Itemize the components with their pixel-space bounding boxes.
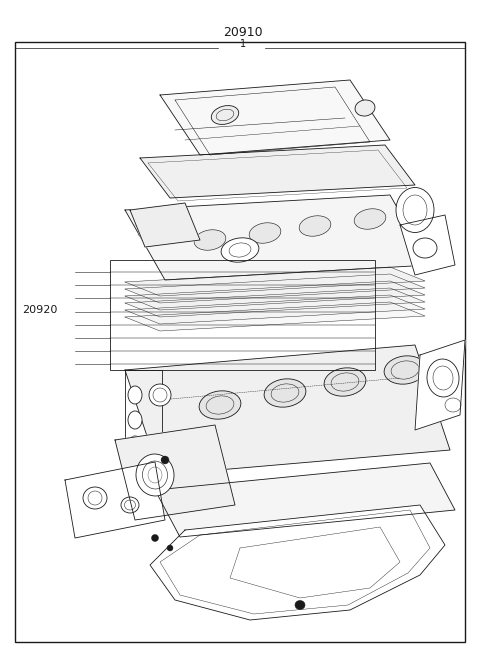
Polygon shape [125, 274, 425, 303]
Polygon shape [125, 288, 425, 317]
Polygon shape [415, 340, 465, 430]
Text: 20920: 20920 [22, 305, 58, 315]
Ellipse shape [128, 411, 142, 429]
Polygon shape [125, 267, 425, 296]
Polygon shape [65, 462, 165, 538]
Polygon shape [125, 195, 430, 280]
Ellipse shape [249, 223, 281, 243]
Bar [110, 260, 375, 370]
Ellipse shape [199, 391, 241, 419]
Ellipse shape [128, 386, 142, 404]
Polygon shape [125, 295, 425, 324]
Polygon shape [125, 345, 450, 475]
Ellipse shape [221, 238, 259, 262]
Ellipse shape [384, 356, 426, 384]
Polygon shape [155, 463, 455, 537]
Ellipse shape [136, 454, 174, 496]
Polygon shape [160, 80, 390, 155]
Polygon shape [125, 281, 425, 310]
Polygon shape [400, 215, 455, 275]
Ellipse shape [264, 379, 306, 407]
Ellipse shape [355, 100, 375, 116]
Ellipse shape [149, 384, 171, 406]
Polygon shape [125, 302, 425, 331]
Ellipse shape [324, 368, 366, 396]
Ellipse shape [211, 106, 239, 124]
Ellipse shape [354, 209, 386, 229]
Ellipse shape [299, 215, 331, 237]
Text: 1: 1 [240, 39, 246, 49]
Polygon shape [115, 425, 235, 520]
Ellipse shape [128, 436, 142, 454]
Ellipse shape [167, 545, 173, 551]
Ellipse shape [152, 535, 158, 541]
Ellipse shape [396, 187, 434, 233]
Polygon shape [150, 505, 445, 620]
Text: 20910: 20910 [223, 26, 263, 39]
Polygon shape [130, 203, 200, 247]
Ellipse shape [194, 230, 226, 250]
Polygon shape [140, 145, 415, 198]
Ellipse shape [161, 456, 169, 464]
Ellipse shape [295, 600, 305, 610]
